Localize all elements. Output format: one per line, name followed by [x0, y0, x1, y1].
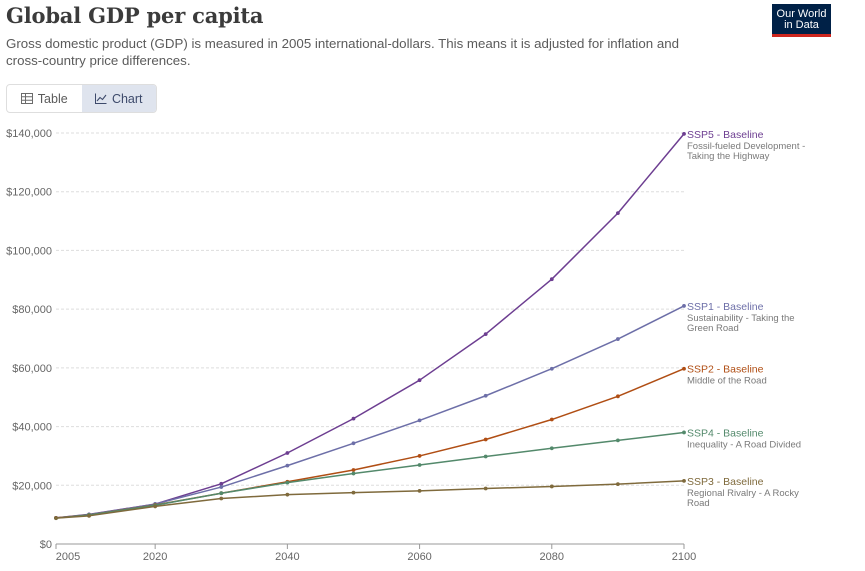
data-point	[54, 516, 58, 521]
data-point	[417, 488, 422, 493]
x-tick-label: 2080	[540, 551, 564, 563]
data-point	[351, 416, 356, 421]
x-tick-label: 2020	[143, 551, 167, 563]
data-point	[682, 131, 686, 136]
series-label: SSP4 - Baseline	[687, 427, 764, 439]
line-chart-icon	[94, 93, 107, 104]
data-point	[483, 393, 488, 398]
tab-chart-label: Chart	[111, 91, 143, 106]
logo-accent-bar	[772, 34, 831, 37]
series-line-4	[55, 480, 685, 519]
logo-line2: in Data	[784, 19, 819, 31]
data-point	[285, 463, 290, 468]
series-line-0	[55, 133, 685, 519]
data-point	[417, 454, 422, 458]
x-tick-label: 2040	[275, 551, 299, 563]
series-line-3	[55, 431, 685, 519]
data-point	[549, 417, 554, 422]
data-point	[615, 394, 620, 399]
tab-table[interactable]: Table	[7, 85, 82, 112]
series-description: Regional Rivalry - A Rocky	[687, 488, 799, 499]
y-tick-label: $0	[40, 539, 52, 551]
data-point	[219, 491, 224, 496]
data-point	[417, 378, 422, 383]
series-description: Taking the Highway	[687, 151, 770, 162]
chart-title: Global GDP per capita	[6, 3, 264, 28]
data-point	[682, 430, 686, 435]
series-label: SSP3 - Baseline	[687, 476, 764, 488]
data-point	[483, 437, 488, 442]
data-point	[351, 468, 356, 472]
data-point	[615, 211, 620, 216]
data-point	[682, 366, 686, 371]
data-point	[549, 484, 554, 489]
data-point	[682, 304, 686, 308]
y-tick-label: $100,000	[6, 245, 52, 257]
chart-subtitle: Gross domestic product (GDP) is measured…	[6, 36, 680, 68]
data-point	[87, 513, 91, 518]
view-tabs: Table Chart	[6, 84, 157, 113]
data-point	[615, 337, 620, 341]
x-tick-label: 2100	[672, 551, 696, 563]
series-description: Road	[687, 498, 710, 509]
series-description: Inequality - A Road Divided	[687, 439, 801, 450]
data-point	[483, 332, 488, 336]
y-tick-label: $20,000	[12, 480, 52, 492]
data-point	[351, 471, 356, 476]
series-line-1	[55, 305, 685, 519]
data-point	[483, 454, 488, 459]
data-point	[417, 418, 422, 423]
y-tick-label: $60,000	[12, 363, 52, 375]
data-point	[219, 485, 224, 489]
data-point	[285, 492, 290, 497]
data-point	[682, 478, 686, 483]
series-label: SSP2 - Baseline	[687, 364, 764, 376]
data-point	[615, 438, 620, 443]
data-point	[285, 480, 290, 485]
series-description: Green Road	[687, 323, 739, 334]
data-point	[417, 463, 422, 467]
y-tick-label: $120,000	[6, 187, 52, 199]
data-point	[219, 496, 224, 501]
y-tick-label: $40,000	[12, 422, 52, 434]
data-point	[351, 441, 356, 446]
series-description: Middle of the Road	[687, 376, 767, 387]
data-point	[285, 451, 290, 455]
x-tick-label: 2005	[56, 551, 80, 563]
data-point	[549, 277, 554, 282]
owid-logo[interactable]: Our World in Data	[772, 4, 831, 37]
series-description: Sustainability - Taking the	[687, 313, 795, 324]
series-description: Fossil-fueled Development -	[687, 141, 805, 152]
data-point	[219, 481, 224, 486]
data-point	[483, 486, 488, 491]
tab-table-label: Table	[37, 91, 68, 106]
x-tick-label: 2060	[407, 551, 431, 563]
table-icon	[20, 93, 33, 104]
data-point	[153, 504, 158, 509]
data-point	[549, 446, 554, 451]
series-label: SSP5 - Baseline	[687, 129, 764, 141]
data-point	[549, 366, 554, 371]
logo-line1: Our World	[776, 8, 827, 20]
tab-chart[interactable]: Chart	[81, 85, 156, 112]
data-point	[351, 490, 356, 495]
y-tick-label: $80,000	[12, 304, 52, 316]
y-tick-label: $140,000	[6, 128, 52, 140]
data-point	[615, 482, 620, 487]
series-label: SSP1 - Baseline	[687, 301, 764, 313]
